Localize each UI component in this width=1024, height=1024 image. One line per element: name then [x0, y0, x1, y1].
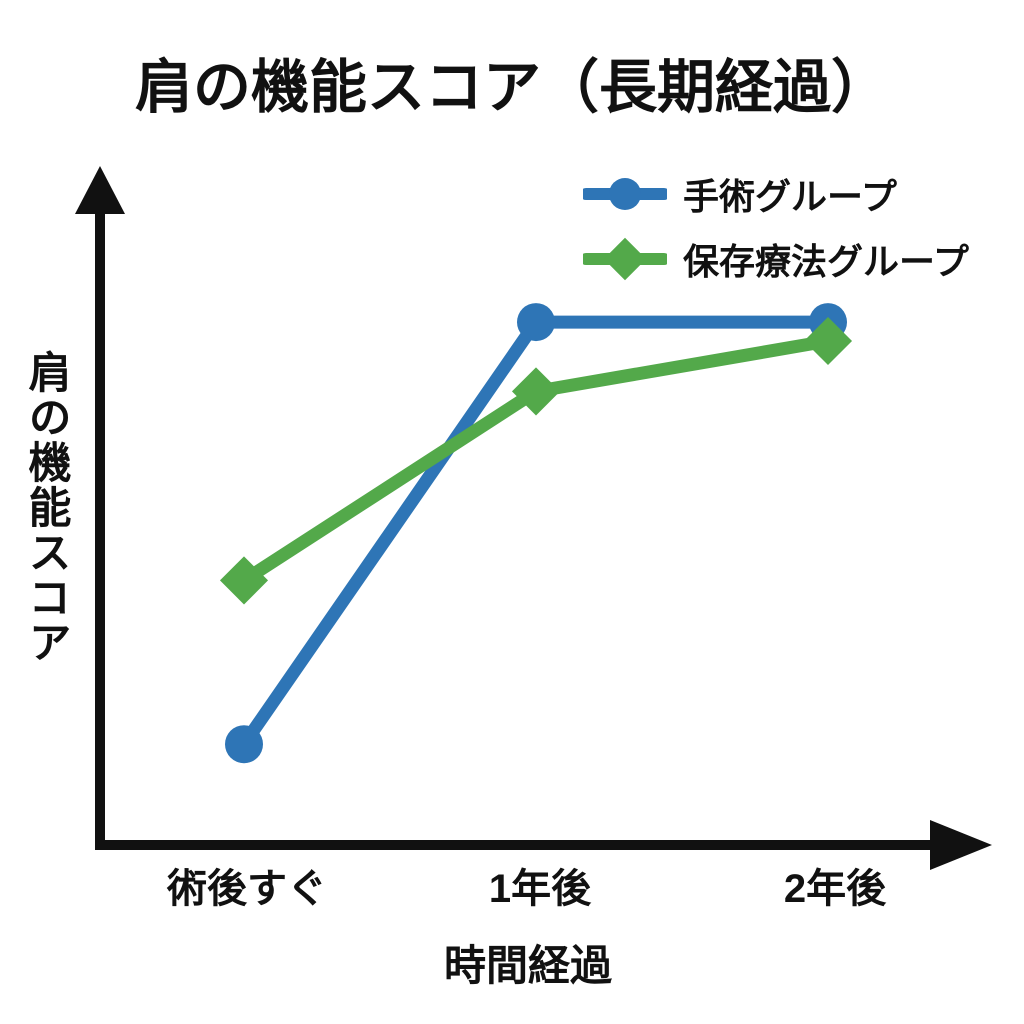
x-tick-label-immediately-postop: 術後すぐ: [167, 867, 327, 911]
x-axis-label: 時間経過: [443, 942, 613, 989]
legend-item-conservative-group: 保存療法グループ: [583, 233, 969, 285]
series-1-point-1: [511, 367, 561, 416]
y-axis-arrow-icon: [75, 166, 125, 214]
legend: 手術グループ 保存療法グループ: [583, 168, 969, 285]
chart-title: 肩の機能スコア（長期経過）: [134, 55, 889, 120]
legend-label-conservative-group: 保存療法グループ: [683, 241, 969, 282]
line-circle-marker-icon: [583, 178, 667, 210]
series-1-point-2: [803, 316, 853, 366]
series-1-point-0: [219, 556, 269, 605]
x-tick-label-1-year: 1年後: [488, 867, 592, 911]
legend-item-surgery-group: 手術グループ: [583, 168, 969, 220]
x-tick-label-2-years: 2年後: [783, 867, 887, 911]
legend-label-surgery-group: 手術グループ: [683, 176, 897, 217]
line-diamond-marker-icon: [583, 237, 667, 281]
series-0-point-1: [517, 303, 555, 342]
y-axis-label: 肩の機能スコア: [22, 350, 70, 665]
series-0-point-0: [225, 725, 263, 764]
x-axis-arrow-icon: [930, 820, 992, 870]
